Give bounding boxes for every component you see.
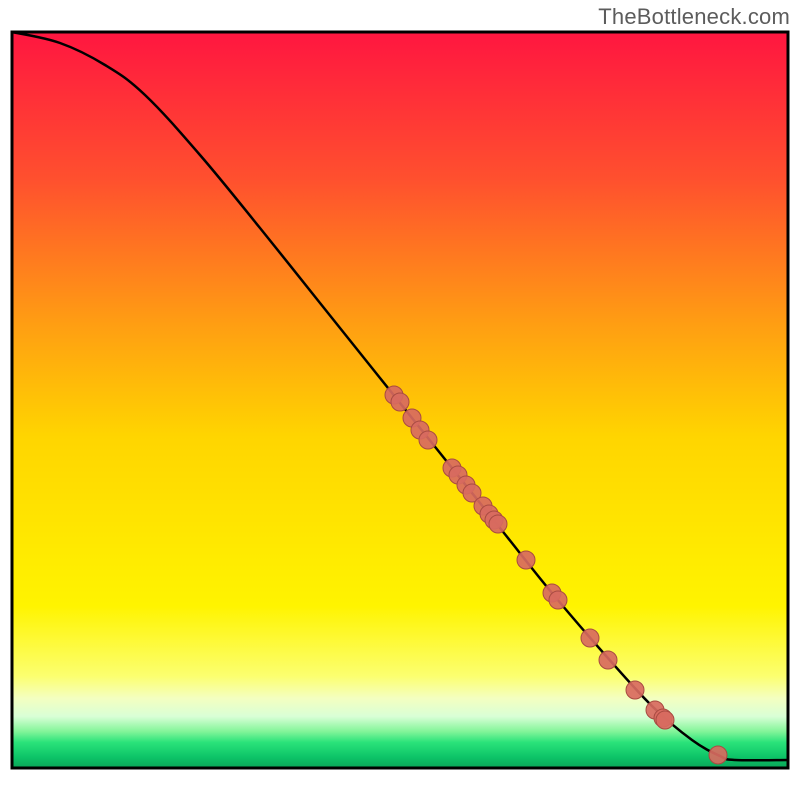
data-marker <box>419 431 437 449</box>
chart-container: TheBottleneck.com <box>0 0 800 800</box>
data-marker <box>709 746 727 764</box>
plot-svg <box>0 0 800 800</box>
data-marker <box>391 393 409 411</box>
data-marker <box>549 591 567 609</box>
data-marker <box>599 651 617 669</box>
watermark-text: TheBottleneck.com <box>598 4 790 30</box>
data-marker <box>626 681 644 699</box>
data-marker <box>489 515 507 533</box>
data-marker <box>517 551 535 569</box>
data-marker <box>656 711 674 729</box>
data-marker <box>581 629 599 647</box>
